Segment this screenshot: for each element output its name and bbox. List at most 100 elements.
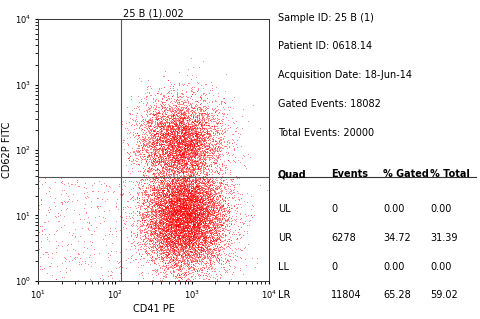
Point — [185, 200, 192, 205]
Point — [167, 230, 174, 235]
Point — [215, 170, 222, 175]
Point — [198, 149, 206, 154]
Point — [177, 222, 184, 227]
Point — [168, 262, 176, 267]
Point — [155, 216, 163, 221]
Point — [142, 223, 150, 228]
Point — [175, 154, 182, 160]
Point — [190, 158, 197, 163]
Point — [158, 147, 166, 152]
Point — [175, 197, 183, 202]
Point — [157, 205, 165, 210]
Point — [184, 179, 192, 184]
Point — [182, 129, 190, 134]
Point — [164, 90, 172, 95]
Point — [160, 99, 168, 104]
Point — [199, 216, 207, 221]
Point — [192, 194, 199, 199]
Point — [203, 246, 211, 251]
Point — [178, 138, 186, 144]
Point — [167, 256, 174, 262]
Point — [215, 260, 223, 265]
Point — [164, 221, 172, 226]
Point — [159, 175, 167, 180]
Point — [196, 215, 204, 220]
Point — [176, 252, 183, 257]
Point — [171, 199, 179, 204]
Point — [186, 213, 194, 218]
Point — [206, 181, 214, 186]
Point — [186, 175, 194, 180]
Point — [165, 132, 172, 137]
Point — [180, 226, 188, 231]
Point — [154, 135, 161, 140]
Point — [154, 201, 162, 206]
Point — [153, 175, 161, 180]
Point — [162, 170, 169, 175]
Point — [191, 175, 199, 180]
Point — [188, 175, 196, 180]
Point — [174, 226, 182, 232]
Point — [152, 176, 159, 181]
Point — [177, 175, 185, 180]
Point — [155, 159, 163, 164]
Point — [196, 197, 204, 202]
Point — [149, 176, 156, 182]
Point — [181, 223, 189, 228]
Point — [165, 198, 173, 203]
Point — [137, 181, 145, 186]
Point — [169, 126, 177, 131]
Point — [169, 221, 177, 226]
Point — [199, 175, 207, 180]
Point — [202, 182, 210, 188]
Point — [204, 180, 212, 185]
Point — [179, 168, 187, 174]
Point — [175, 241, 183, 247]
Point — [42, 250, 49, 255]
Point — [159, 114, 167, 119]
Point — [154, 278, 161, 283]
Point — [230, 147, 238, 152]
Point — [201, 175, 208, 180]
Point — [196, 212, 204, 217]
Point — [190, 156, 197, 161]
Point — [156, 246, 163, 251]
Point — [190, 232, 197, 237]
Point — [153, 138, 161, 143]
Point — [167, 204, 175, 209]
Point — [199, 123, 206, 128]
Point — [207, 250, 215, 256]
Point — [193, 186, 201, 191]
Point — [137, 175, 144, 180]
Point — [175, 251, 183, 256]
Point — [241, 256, 249, 261]
Point — [160, 207, 168, 212]
Point — [163, 131, 171, 137]
Point — [180, 249, 188, 254]
Point — [51, 196, 59, 201]
Point — [178, 258, 185, 263]
Point — [199, 197, 206, 202]
Point — [167, 175, 175, 180]
Point — [165, 199, 172, 204]
Point — [175, 210, 182, 215]
Point — [166, 138, 174, 143]
Point — [183, 232, 191, 237]
Point — [215, 234, 222, 239]
Point — [160, 160, 168, 166]
Point — [215, 208, 222, 213]
Point — [184, 232, 192, 237]
Point — [163, 181, 171, 186]
Point — [150, 210, 158, 215]
Point — [200, 175, 207, 180]
Point — [177, 175, 185, 180]
Point — [135, 107, 143, 112]
Point — [180, 278, 188, 283]
Point — [193, 193, 201, 198]
Point — [186, 141, 194, 146]
Point — [176, 147, 183, 152]
Point — [201, 210, 209, 215]
Point — [174, 161, 182, 166]
Point — [149, 112, 156, 117]
Point — [195, 197, 203, 202]
